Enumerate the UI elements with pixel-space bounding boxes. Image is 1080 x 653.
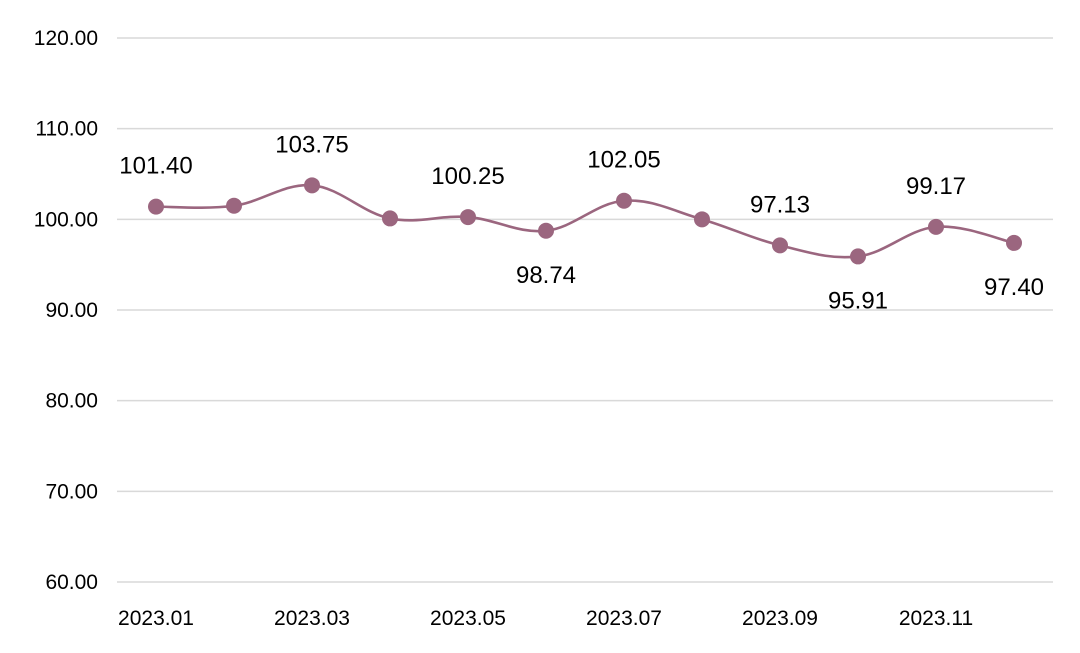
data-points [148,177,1022,265]
data-label: 97.13 [750,191,810,218]
data-labels: 101.40 103.75 100.25 98.74 102.05 97.13 95.91 9… [119,131,1044,314]
y-tick-label: 70.00 [45,480,98,503]
x-tick-label: 2023.11 [899,607,973,630]
y-axis-tick-labels: 60.00 70.00 80.00 90.00 100.00 110.00 120.00 [34,27,98,594]
y-tick-label: 80.00 [45,390,98,413]
gridlines [117,37,1053,583]
series-layer [155,183,1015,259]
y-tick-label: 120.00 [34,27,98,50]
data-point [226,197,242,214]
data-label: 99.17 [906,173,966,200]
y-tick-label: 110.00 [35,118,98,141]
data-label: 97.40 [984,274,1044,301]
data-label: 102.05 [587,147,660,174]
x-tick-label: 2023.09 [742,607,818,630]
x-axis-tick-labels: 2023.01 2023.03 2023.05 2023.07 2023.09 2023.… [118,607,973,630]
data-point [460,209,476,226]
data-point [382,210,398,227]
x-tick-label: 2023.03 [274,607,350,630]
data-point [304,177,320,194]
data-label: 103.75 [275,131,348,158]
data-label: 95.91 [828,287,888,314]
data-point [616,192,632,209]
data-point [928,218,944,235]
data-point [772,237,788,254]
data-point [850,248,866,265]
data-point [694,211,710,228]
data-point [538,222,554,239]
y-tick-label: 60.00 [45,571,98,594]
x-tick-label: 2023.07 [586,607,662,630]
data-point [1006,234,1022,251]
data-label: 101.40 [119,153,192,180]
data-point [148,198,164,215]
x-tick-label: 2023.05 [430,607,506,630]
y-tick-label: 90.00 [45,299,98,322]
data-label: 100.25 [431,163,504,190]
data-label: 98.74 [516,262,576,289]
y-tick-label: 100.00 [34,208,98,231]
series-line [155,183,1015,259]
x-tick-label: 2023.01 [118,607,194,630]
